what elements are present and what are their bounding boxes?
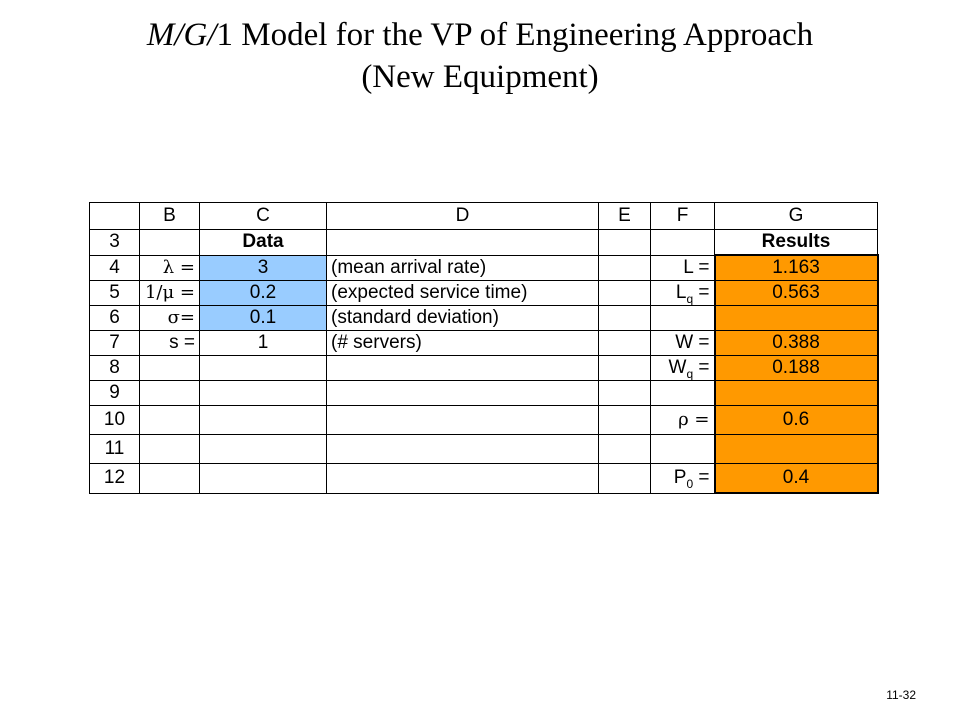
- cell-b[interactable]: [139, 380, 200, 406]
- servers-label[interactable]: s =: [139, 330, 200, 356]
- column-header-c[interactable]: C: [199, 202, 327, 230]
- column-header-f[interactable]: F: [650, 202, 715, 230]
- table-row: 7 s = 1 (# servers) W = 0.388: [89, 330, 879, 356]
- cell-e[interactable]: [598, 463, 651, 494]
- row-header[interactable]: 3: [89, 229, 140, 256]
- cell-e[interactable]: [598, 305, 651, 331]
- result-label[interactable]: L =: [650, 254, 715, 281]
- column-header-g[interactable]: G: [714, 202, 878, 230]
- result-label[interactable]: W =: [650, 330, 715, 356]
- result-label[interactable]: Lq =: [650, 280, 715, 306]
- cell-d[interactable]: [326, 405, 599, 435]
- cell-e[interactable]: [598, 280, 651, 306]
- row-header[interactable]: 8: [89, 355, 140, 381]
- cell-c[interactable]: [199, 405, 327, 435]
- column-header-e[interactable]: E: [598, 202, 651, 230]
- table-row: 11: [89, 434, 879, 464]
- result-p0-value[interactable]: 0.4: [713, 463, 879, 494]
- cell-e[interactable]: [598, 254, 651, 281]
- table-row: 5 1/μ = 0.2 (expected service time) Lq =…: [89, 280, 879, 306]
- result-l-value[interactable]: 1.163: [713, 254, 879, 281]
- std-dev-input[interactable]: 0.1: [199, 305, 327, 331]
- sigma-label[interactable]: σ=: [139, 305, 200, 331]
- result-empty[interactable]: [713, 380, 879, 406]
- cell-c[interactable]: [199, 380, 327, 406]
- results-heading[interactable]: Results: [714, 229, 878, 256]
- cell-e[interactable]: [598, 405, 651, 435]
- row-header[interactable]: 11: [89, 434, 140, 464]
- cell-b[interactable]: [139, 405, 200, 435]
- arrival-rate-input[interactable]: 3: [199, 254, 327, 281]
- cell-e[interactable]: [598, 330, 651, 356]
- cell-b[interactable]: [139, 355, 200, 381]
- cell-f[interactable]: [650, 305, 715, 331]
- cell-d[interactable]: [326, 380, 599, 406]
- row-header[interactable]: 9: [89, 380, 140, 406]
- table-row: 9: [89, 380, 879, 406]
- cell-e[interactable]: [598, 229, 651, 256]
- service-time-note[interactable]: (expected service time): [326, 280, 599, 306]
- cell-b[interactable]: [139, 463, 200, 494]
- spreadsheet-table: B C D E F G 3 Data Results 4 λ = 3 (mean…: [89, 202, 879, 494]
- result-empty[interactable]: [713, 305, 879, 331]
- result-label[interactable]: ρ =: [650, 405, 715, 435]
- result-empty[interactable]: [713, 434, 879, 464]
- title-line-1: M/G/1 Model for the VP of Engineering Ap…: [146, 17, 814, 53]
- cell-f[interactable]: [650, 380, 715, 406]
- result-lq-value[interactable]: 0.563: [713, 280, 879, 306]
- result-wq-value[interactable]: 0.188: [713, 355, 879, 381]
- cell-d[interactable]: [326, 355, 599, 381]
- title-line-2: (New Equipment): [361, 59, 599, 95]
- data-heading[interactable]: Data: [199, 229, 327, 256]
- result-label[interactable]: Wq =: [650, 355, 715, 381]
- slide-title: M/G/1 Model for the VP of Engineering Ap…: [0, 14, 960, 98]
- row-header[interactable]: 4: [89, 254, 140, 281]
- cell-e[interactable]: [598, 355, 651, 381]
- cell-c[interactable]: [199, 355, 327, 381]
- table-row: 6 σ= 0.1 (standard deviation): [89, 305, 879, 331]
- std-dev-note[interactable]: (standard deviation): [326, 305, 599, 331]
- lambda-label[interactable]: λ =: [139, 254, 200, 281]
- table-row: 12 P0 = 0.4: [89, 463, 879, 494]
- row-header[interactable]: 7: [89, 330, 140, 356]
- cell-e[interactable]: [598, 380, 651, 406]
- result-w-value[interactable]: 0.388: [713, 330, 879, 356]
- servers-input[interactable]: 1: [199, 330, 327, 356]
- row-header[interactable]: 6: [89, 305, 140, 331]
- cell-f[interactable]: [650, 434, 715, 464]
- table-row: 10 ρ = 0.6: [89, 405, 879, 435]
- cell-d[interactable]: [326, 229, 599, 256]
- column-header-d[interactable]: D: [326, 202, 599, 230]
- service-time-input[interactable]: 0.2: [199, 280, 327, 306]
- cell-d[interactable]: [326, 434, 599, 464]
- servers-note[interactable]: (# servers): [326, 330, 599, 356]
- arrival-rate-note[interactable]: (mean arrival rate): [326, 254, 599, 281]
- cell-d[interactable]: [326, 463, 599, 494]
- table-row: 4 λ = 3 (mean arrival rate) L = 1.163: [89, 254, 879, 281]
- row-header[interactable]: 10: [89, 405, 140, 435]
- corner-cell[interactable]: [89, 202, 140, 230]
- cell-b[interactable]: [139, 434, 200, 464]
- slide-number: 11-32: [886, 688, 916, 702]
- cell-e[interactable]: [598, 434, 651, 464]
- column-header-b[interactable]: B: [139, 202, 200, 230]
- cell-c[interactable]: [199, 463, 327, 494]
- row-header[interactable]: 12: [89, 463, 140, 494]
- result-rho-value[interactable]: 0.6: [713, 405, 879, 435]
- row-header[interactable]: 5: [89, 280, 140, 306]
- cell-c[interactable]: [199, 434, 327, 464]
- column-header-row: B C D E F G: [89, 202, 878, 230]
- table-row: 3 Data Results: [89, 229, 878, 256]
- service-time-label[interactable]: 1/μ =: [139, 280, 200, 306]
- result-label[interactable]: P0 =: [650, 463, 715, 494]
- table-row: 8 Wq = 0.188: [89, 355, 879, 381]
- cell-b[interactable]: [139, 229, 200, 256]
- cell-f[interactable]: [650, 229, 715, 256]
